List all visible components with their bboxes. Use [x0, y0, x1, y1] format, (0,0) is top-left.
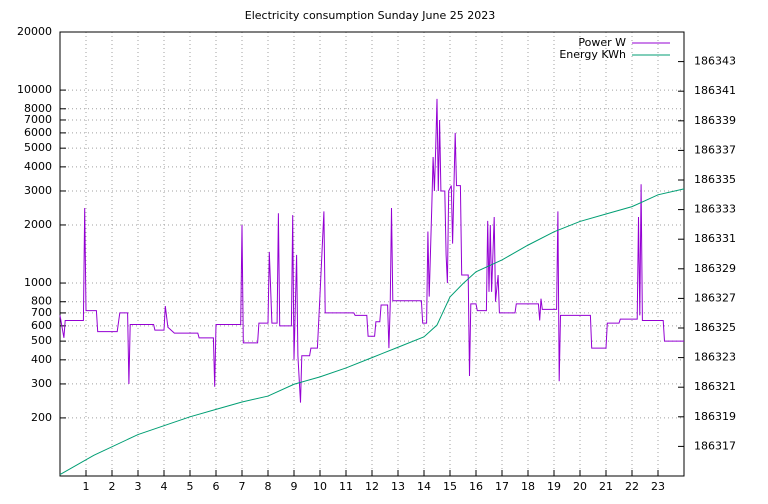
x-tick-label: 5: [187, 480, 194, 493]
y-tick-label: 7000: [24, 113, 52, 126]
y2-tick-label: 186321: [694, 380, 736, 393]
y-tick-label: 4000: [24, 160, 52, 173]
y2-tick-label: 186341: [694, 84, 736, 97]
x-tick-label: 14: [417, 480, 431, 493]
x-tick-label: 8: [265, 480, 272, 493]
y-tick-label: 400: [31, 353, 52, 366]
y2-tick-label: 186333: [694, 203, 736, 216]
y-tick-label: 10000: [17, 83, 52, 96]
y-tick-label: 800: [31, 295, 52, 308]
y-tick-label: 2000: [24, 218, 52, 231]
chart-title: Electricity consumption Sunday June 25 2…: [245, 9, 495, 22]
y-tick-label: 600: [31, 319, 52, 332]
plot-border: [59, 31, 685, 477]
x-tick-label: 7: [239, 480, 246, 493]
y-tick-label: 3000: [24, 184, 52, 197]
y-tick-label: 200: [31, 411, 52, 424]
x-tick-label: 6: [213, 480, 220, 493]
y-tick-label: 8000: [24, 102, 52, 115]
y2-tick-label: 186329: [694, 262, 736, 275]
y-tick-label: 700: [31, 306, 52, 319]
y2-tick-label: 186323: [694, 351, 736, 364]
legend-label: Power W: [578, 36, 626, 49]
y-tick-label: 1000: [24, 276, 52, 289]
x-tick-label: 9: [291, 480, 298, 493]
y2-tick-label: 186343: [694, 55, 736, 68]
x-tick-label: 2: [109, 480, 116, 493]
y2-tick-label: 186337: [694, 143, 736, 156]
series-line: [59, 188, 685, 475]
y-tick-label: 20000: [17, 25, 52, 38]
x-tick-label: 20: [573, 480, 587, 493]
x-tick-label: 13: [391, 480, 405, 493]
x-tick-label: 1: [83, 480, 90, 493]
x-tick-label: 10: [313, 480, 327, 493]
y2-tick-label: 186327: [694, 291, 736, 304]
y-tick-label: 5000: [24, 141, 52, 154]
y2-tick-label: 186325: [694, 321, 736, 334]
y2-tick-label: 186319: [694, 410, 736, 423]
y2-tick-label: 186339: [694, 114, 736, 127]
y2-tick-label: 186317: [694, 439, 736, 452]
x-tick-label: 11: [339, 480, 353, 493]
x-tick-label: 22: [625, 480, 639, 493]
x-tick-label: 17: [495, 480, 509, 493]
y-tick-label: 300: [31, 377, 52, 390]
y2-tick-label: 186335: [694, 173, 736, 186]
x-tick-label: 23: [651, 480, 665, 493]
x-tick-label: 16: [469, 480, 483, 493]
y-tick-label: 6000: [24, 126, 52, 139]
series-line: [59, 98, 684, 403]
y2-tick-label: 186331: [694, 232, 736, 245]
y-tick-label: 500: [31, 334, 52, 347]
x-tick-label: 15: [443, 480, 457, 493]
x-tick-label: 19: [547, 480, 561, 493]
x-tick-label: 4: [161, 480, 168, 493]
x-tick-label: 12: [365, 480, 379, 493]
x-tick-label: 3: [135, 480, 142, 493]
x-tick-label: 21: [599, 480, 613, 493]
legend-label: Energy KWh: [559, 48, 626, 61]
x-tick-label: 18: [521, 480, 535, 493]
